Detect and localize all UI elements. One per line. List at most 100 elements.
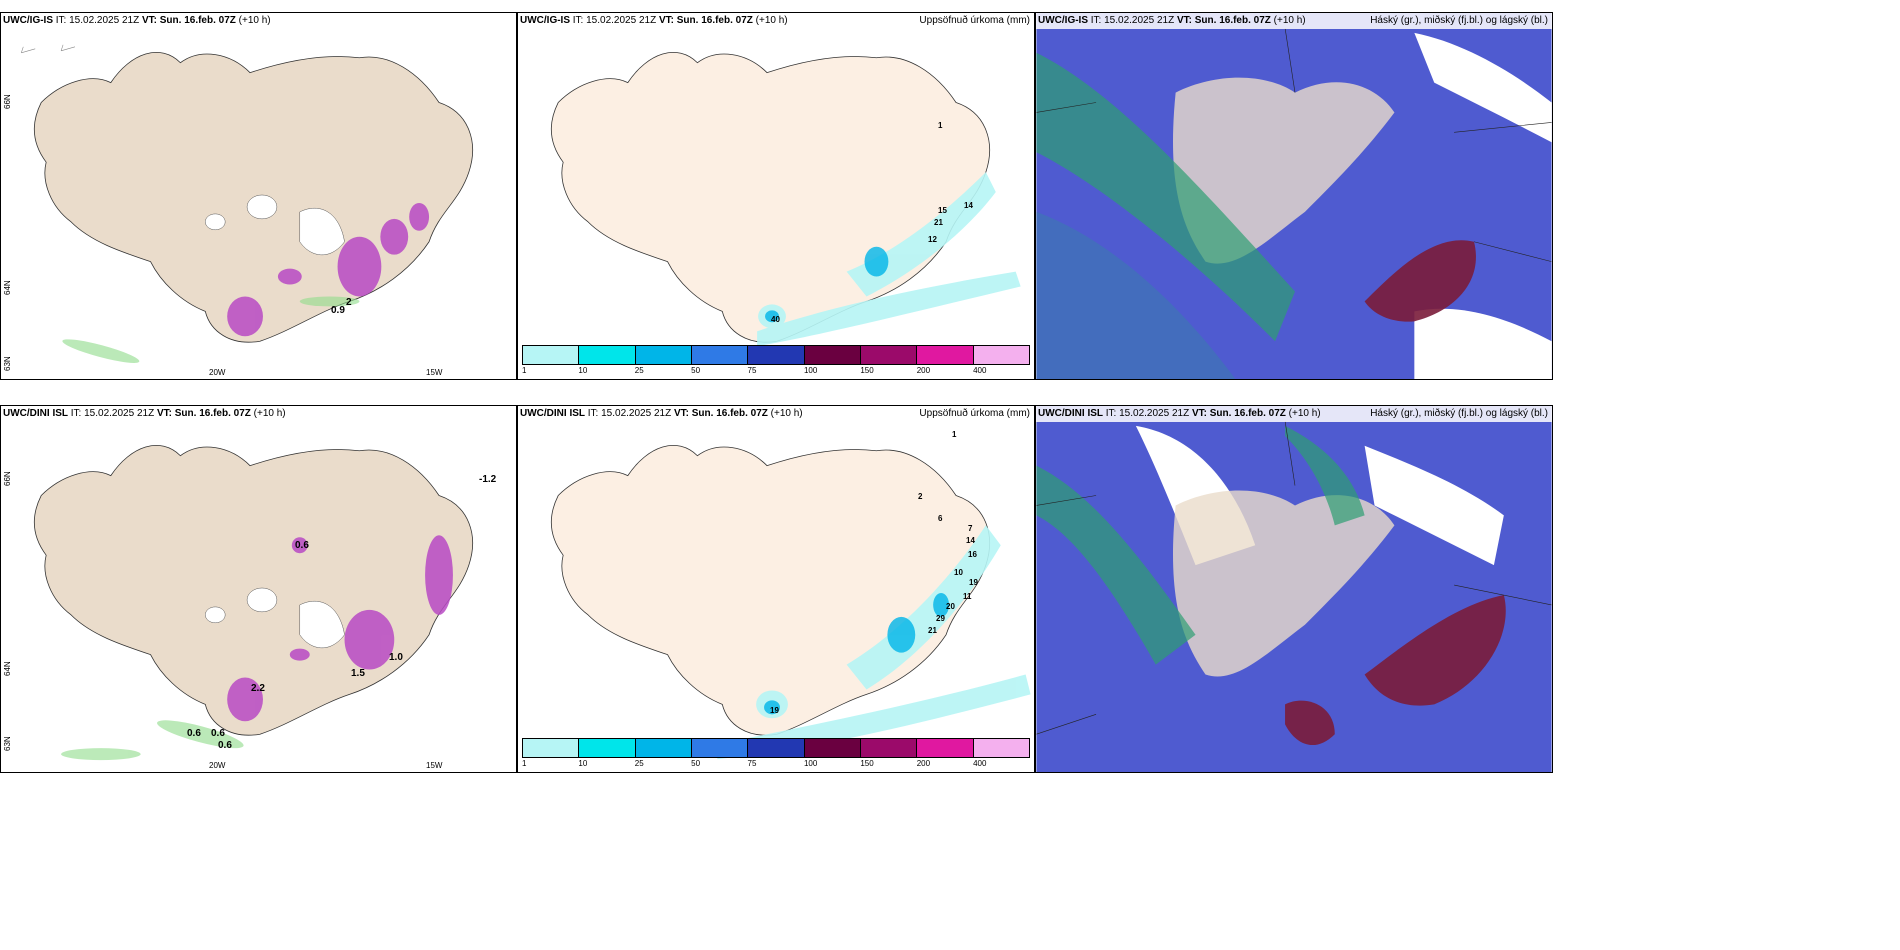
- lead-time: (+10 h): [238, 15, 271, 26]
- vt-value: Sun. 16.feb. 07Z: [159, 15, 236, 26]
- wind-value: 0.6: [187, 728, 201, 739]
- colorbar-swatch: [804, 346, 861, 364]
- precip-value: 15: [938, 206, 947, 215]
- precip-value: 1: [938, 121, 943, 130]
- precip-map: [550, 52, 1021, 347]
- model-name: UWC/DINI ISL: [3, 408, 68, 419]
- vt-value: Sun. 16.feb. 07Z: [1194, 15, 1271, 26]
- colorbar-label: 150: [860, 759, 874, 768]
- panel-header: UWC/IG-IS IT: 15.02.2025 21Z VT: Sun. 16…: [1, 13, 516, 29]
- lon-label: 20W: [209, 761, 226, 770]
- panel-header: UWC/IG-IS IT: 15.02.2025 21Z VT: Sun. 16…: [1036, 13, 1552, 29]
- precip-value: 1: [952, 430, 957, 439]
- precip-value: 14: [964, 201, 973, 210]
- vt-value: Sun. 16.feb. 07Z: [691, 408, 768, 419]
- it-label: IT:: [1090, 15, 1102, 26]
- vt-label: VT:: [156, 408, 172, 419]
- colorbar-swatch: [917, 346, 974, 364]
- precip-value: 40: [771, 315, 780, 324]
- colorbar-swatch: [635, 346, 692, 364]
- wind-value: 2: [346, 297, 352, 308]
- colorbar-label: 50: [691, 366, 701, 375]
- lat-label: 66N: [3, 94, 12, 109]
- colorbar-label: 200: [916, 366, 931, 375]
- wind-value: 0.6: [211, 728, 225, 739]
- lon-label: 15W: [426, 761, 443, 770]
- precip-title: Uppsöfnuð úrkoma (mm): [919, 408, 1030, 419]
- precip-value: 12: [928, 235, 937, 244]
- panel-header: UWC/DINI ISL IT: 15.02.2025 21Z VT: Sun.…: [518, 406, 1034, 422]
- precip-value: 29: [936, 614, 945, 623]
- colorbar-label: 10: [578, 366, 588, 375]
- colorbar-swatch: [523, 739, 580, 757]
- colorbar-label: 1: [522, 759, 527, 768]
- precip-map-panel-row1: UWC/IG-IS IT: 15.02.2025 21Z VT: Sun. 16…: [517, 12, 1035, 380]
- cloud-map-panel-row2: UWC/DINI ISL IT: 15.02.2025 21Z VT: Sun.…: [1035, 405, 1553, 773]
- wind-value: 2.2: [251, 683, 265, 694]
- colorbar-label: 75: [747, 366, 757, 375]
- cloud-map: [1036, 406, 1552, 772]
- colorbar-label: 400: [973, 366, 987, 375]
- colorbar-labels: 1 10 25 50 75 100 150 200 400: [522, 366, 1030, 378]
- wind-map: [21, 44, 473, 363]
- it-label: IT:: [587, 408, 599, 419]
- cloud-map: [1036, 13, 1552, 379]
- model-name: UWC/DINI ISL: [1038, 408, 1103, 419]
- precip-value: 16: [968, 550, 977, 559]
- it-value: 15.02.2025 21Z: [1119, 408, 1190, 419]
- it-value: 15.02.2025 21Z: [586, 15, 657, 26]
- it-label: IT:: [55, 15, 67, 26]
- precip-value: 10: [954, 568, 963, 577]
- model-name: UWC/IG-IS: [520, 15, 570, 26]
- cloud-map-panel-row1: UWC/IG-IS IT: 15.02.2025 21Z VT: Sun. 16…: [1035, 12, 1553, 380]
- lead-time: (+10 h): [1273, 15, 1306, 26]
- colorbar-label: 200: [916, 759, 931, 768]
- vt-value: Sun. 16.feb. 07Z: [174, 408, 251, 419]
- model-name: UWC/DINI ISL: [520, 408, 585, 419]
- precip-map: [550, 445, 1031, 760]
- wind-value: 1.5: [351, 668, 365, 679]
- lead-time: (+10 h): [253, 408, 286, 419]
- wind-value: 0.6: [295, 540, 309, 551]
- colorbar-swatch: [748, 346, 805, 364]
- colorbar-label: 25: [634, 366, 644, 375]
- wind-value: -1.2: [479, 474, 497, 485]
- wind-value: 1.0: [389, 652, 403, 663]
- colorbar-label: 400: [973, 759, 987, 768]
- lat-label: 63N: [3, 736, 12, 751]
- colorbar-label: 25: [634, 759, 644, 768]
- lat-label: 63N: [3, 356, 12, 371]
- colorbar-swatch: [804, 739, 861, 757]
- vt-label: VT:: [141, 15, 157, 26]
- vt-label: VT:: [1191, 408, 1207, 419]
- precip-map-panel-row2: UWC/DINI ISL IT: 15.02.2025 21Z VT: Sun.…: [517, 405, 1035, 773]
- it-value: 15.02.2025 21Z: [69, 15, 140, 26]
- colorbar-swatch: [748, 739, 805, 757]
- colorbar-label: 150: [860, 366, 874, 375]
- precip-title: Uppsöfnuð úrkoma (mm): [919, 15, 1030, 26]
- it-value: 15.02.2025 21Z: [1104, 15, 1175, 26]
- colorbar: [522, 345, 1030, 365]
- precip-value: 7: [968, 524, 973, 533]
- wind-value: 0.9: [331, 305, 345, 316]
- vt-value: Sun. 16.feb. 07Z: [676, 15, 753, 26]
- vt-label: VT:: [1176, 15, 1192, 26]
- precip-value: 19: [969, 578, 978, 587]
- colorbar-label: 10: [578, 759, 588, 768]
- cloud-title: Háský (gr.), miðský (fj.bl.) og lágský (…: [1370, 15, 1548, 26]
- panel-header: UWC/IG-IS IT: 15.02.2025 21Z VT: Sun. 16…: [518, 13, 1034, 29]
- colorbar-swatch: [579, 346, 636, 364]
- colorbar-swatch: [691, 739, 749, 757]
- it-label: IT:: [70, 408, 82, 419]
- model-name: UWC/IG-IS: [3, 15, 53, 26]
- cloud-title: Háský (gr.), miðský (fj.bl.) og lágský (…: [1370, 408, 1548, 419]
- it-label: IT:: [572, 15, 584, 26]
- model-name: UWC/IG-IS: [1038, 15, 1088, 26]
- precip-value: 2: [918, 492, 923, 501]
- it-label: IT:: [1105, 408, 1117, 419]
- lon-label: 15W: [426, 368, 443, 377]
- colorbar-label: 100: [803, 759, 818, 768]
- precip-value: 11: [963, 592, 972, 601]
- lat-label: 66N: [3, 471, 12, 486]
- lead-time: (+10 h): [755, 15, 788, 26]
